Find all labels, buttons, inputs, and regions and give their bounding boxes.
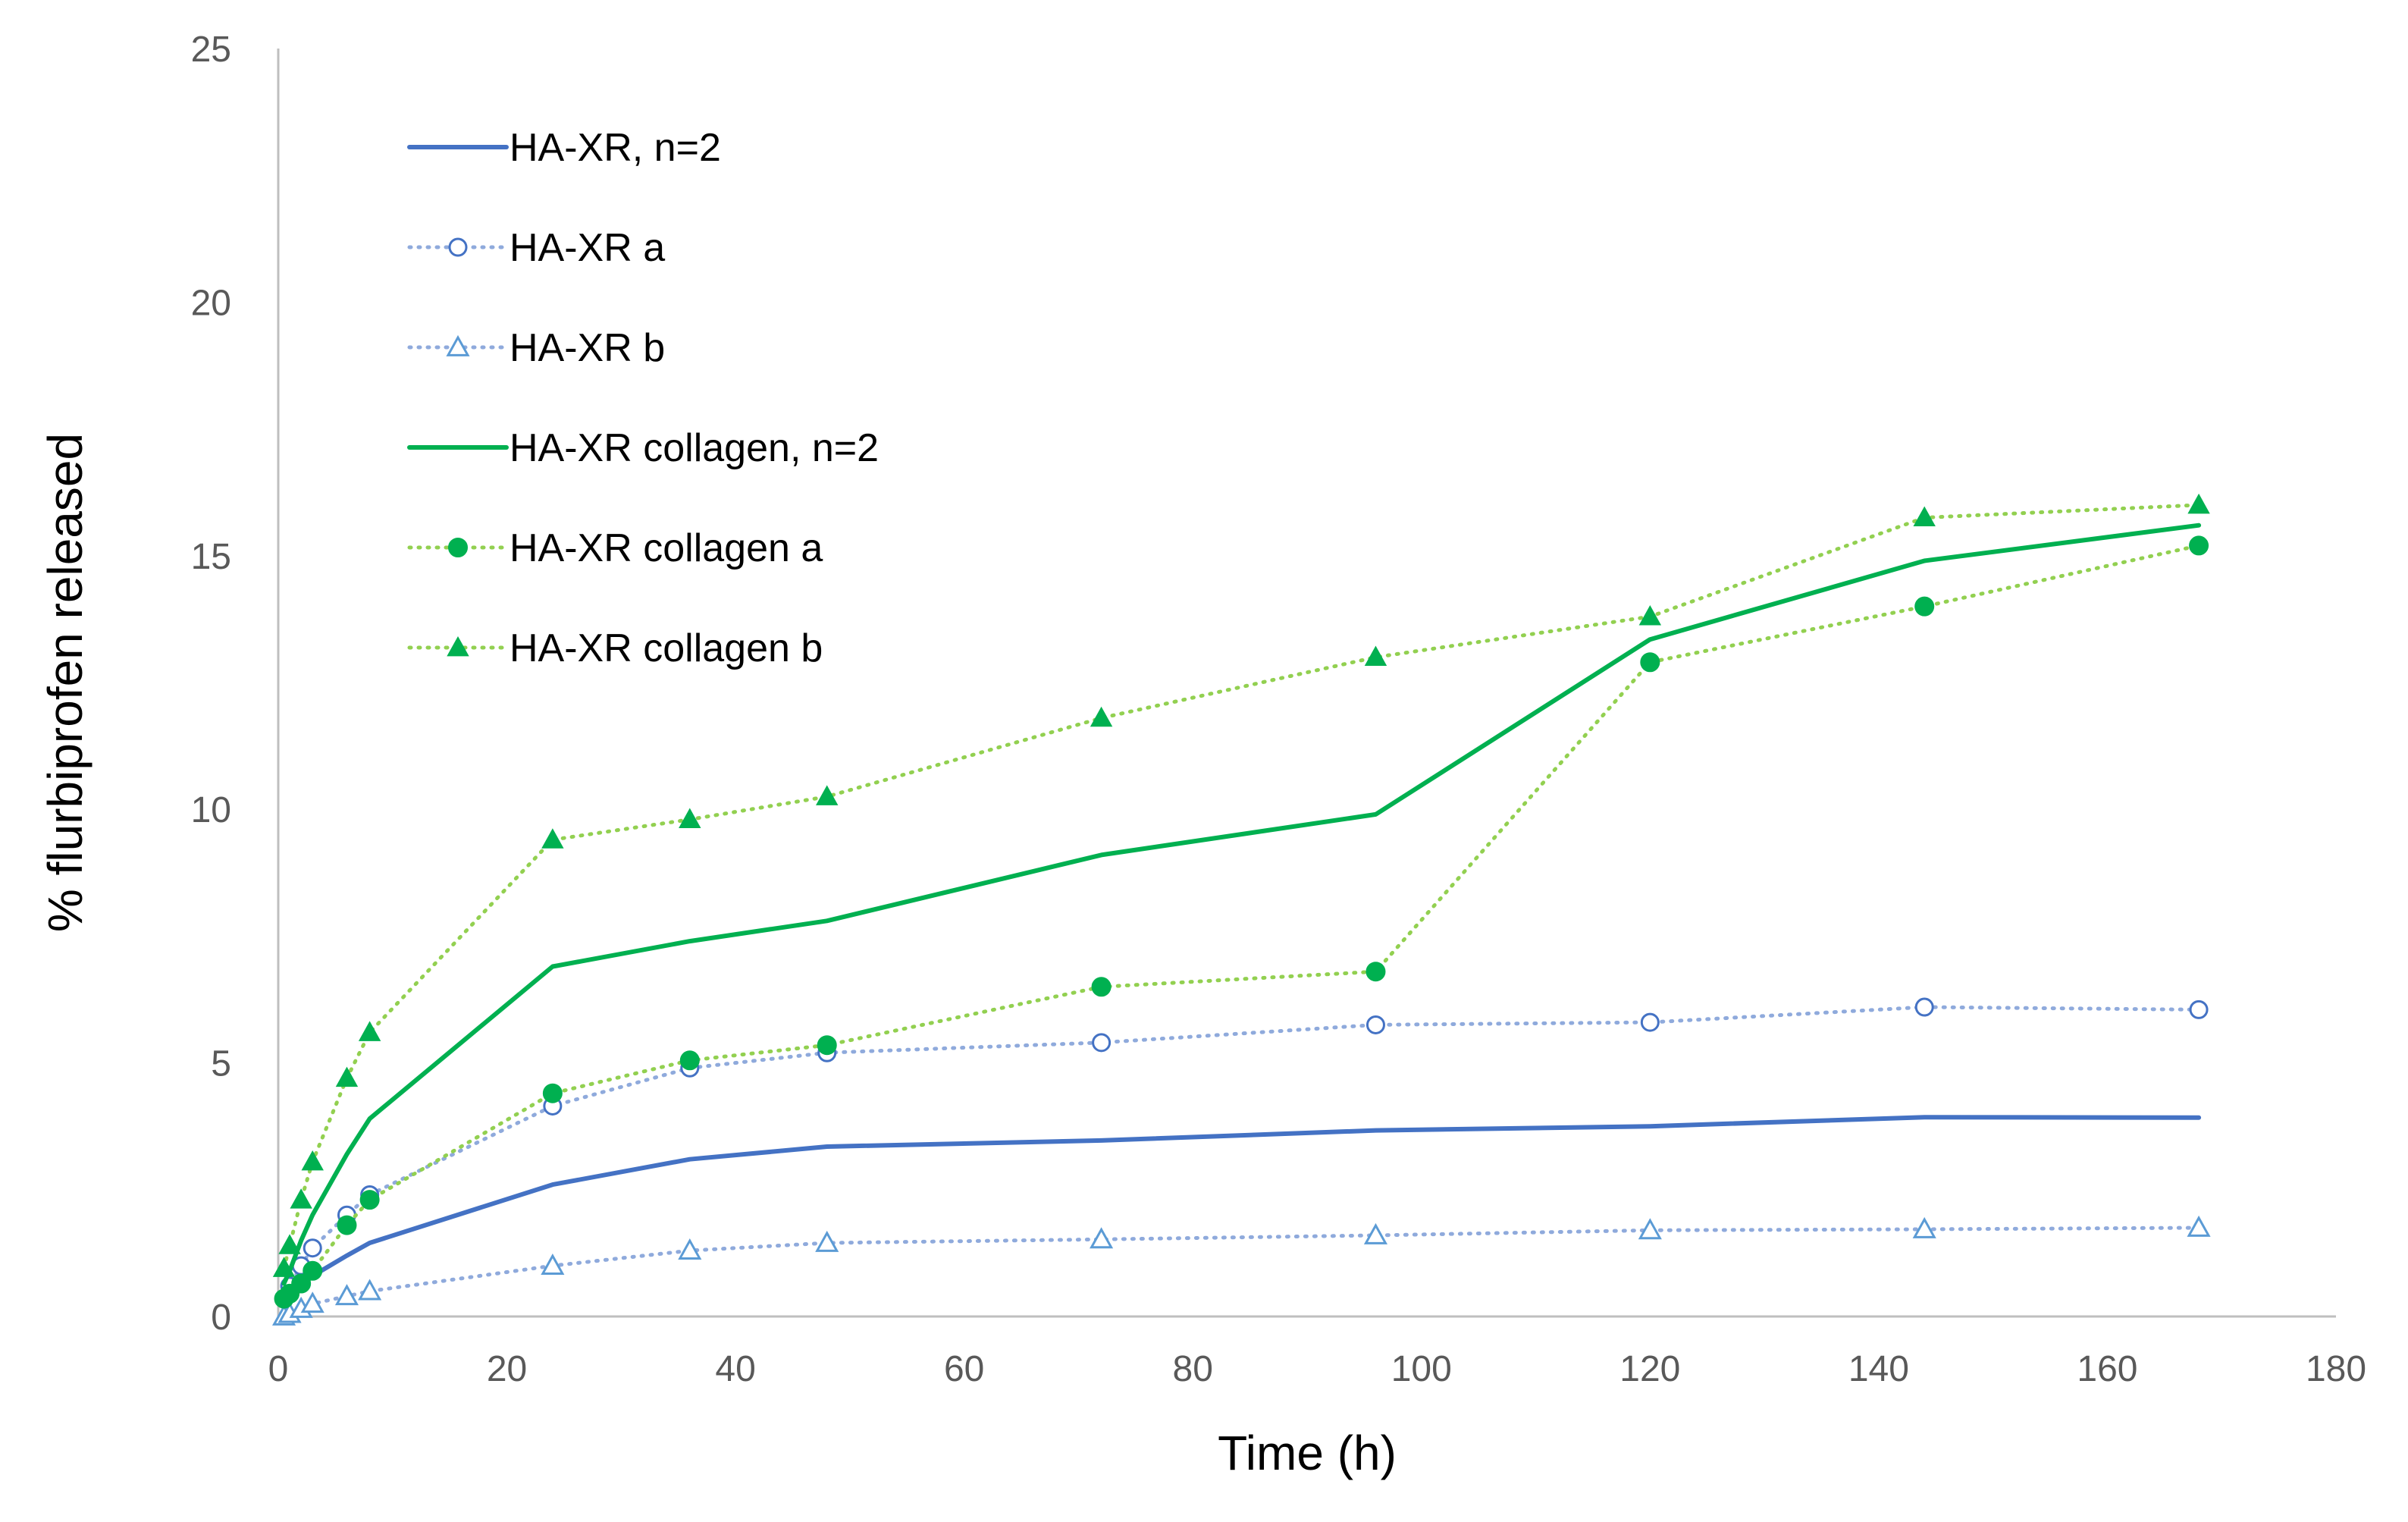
data-point	[2187, 493, 2210, 514]
series-group	[281, 1115, 2202, 1309]
data-point	[2189, 999, 2209, 1019]
x-tick-label: 20	[487, 1349, 527, 1389]
legend-label: HA-XR b	[510, 326, 665, 370]
x-tick-label: 120	[1619, 1349, 1680, 1389]
data-point	[291, 1273, 312, 1294]
y-axis-title: % flurbiprofen released	[38, 433, 92, 932]
legend-label: HA-XR collagen a	[510, 526, 823, 570]
series-line	[282, 503, 2201, 1270]
data-point	[679, 1050, 700, 1071]
legend-marker	[448, 538, 468, 557]
data-point	[278, 1234, 301, 1254]
x-tick-label: 80	[1173, 1349, 1213, 1389]
legend-item: HA-XR collagen a	[407, 526, 823, 570]
data-point	[1640, 652, 1660, 673]
legend-marker	[446, 334, 470, 356]
data-point	[1640, 1012, 1660, 1032]
data-point	[817, 1035, 837, 1056]
data-point	[1091, 977, 1112, 997]
data-point	[542, 1083, 563, 1103]
data-point	[1913, 506, 1936, 527]
data-point	[358, 1021, 381, 1041]
data-point	[303, 1238, 322, 1258]
x-tick-label: 0	[268, 1349, 289, 1389]
data-point	[303, 1260, 323, 1281]
data-point	[1090, 1227, 1114, 1249]
data-point	[290, 1188, 312, 1209]
data-point	[301, 1150, 324, 1171]
data-point	[1914, 596, 1935, 617]
data-point	[358, 1279, 382, 1301]
series-group	[274, 535, 2209, 1309]
data-point	[1914, 997, 1934, 1017]
legend-item: HA-XR collagen, n=2	[407, 426, 879, 470]
x-tick-label: 140	[1848, 1349, 1909, 1389]
data-point	[678, 1238, 702, 1260]
data-point	[1638, 604, 1662, 626]
series-line	[281, 1115, 2202, 1309]
data-point	[1912, 1216, 1936, 1238]
data-point	[300, 1291, 325, 1313]
series-line	[282, 1005, 2201, 1301]
legend-label: HA-XR collagen b	[510, 626, 823, 670]
series-group	[271, 1215, 2211, 1326]
legend-item: HA-XR a	[407, 226, 665, 270]
legend-item: HA-XR b	[407, 326, 665, 370]
series-layer	[271, 493, 2211, 1326]
series-group	[281, 523, 2202, 1286]
y-tick-label: 10	[191, 790, 231, 830]
axes	[277, 49, 2336, 1318]
data-point	[816, 785, 839, 805]
y-tick-label: 20	[191, 283, 231, 323]
legend-marker	[448, 237, 468, 257]
series-group	[272, 493, 2210, 1277]
data-point	[2187, 1215, 2211, 1237]
legend-label: HA-XR a	[510, 226, 665, 270]
data-point	[1363, 1222, 1388, 1244]
data-point	[334, 1284, 359, 1306]
x-axis-title: Time (h)	[1218, 1426, 1397, 1480]
legend-item: HA-XR collagen b	[407, 626, 823, 670]
series-line	[281, 523, 2202, 1286]
x-tick-label: 60	[944, 1349, 984, 1389]
data-point	[272, 1257, 296, 1277]
data-point	[1638, 1218, 1662, 1240]
y-tick-label: 5	[211, 1044, 231, 1084]
x-tick-label: 40	[715, 1349, 755, 1389]
legend-label: HA-XR collagen, n=2	[510, 426, 879, 470]
data-point	[1365, 1015, 1385, 1034]
x-tick-labels: 0 20 40 60 80 100 120 140 160 180	[268, 1349, 2366, 1389]
data-point	[1365, 962, 1386, 982]
data-point	[541, 828, 564, 849]
y-tick-labels: 0 5 10 15 20 25	[191, 30, 231, 1338]
y-tick-label: 15	[191, 537, 231, 577]
y-tick-label: 25	[191, 30, 231, 70]
data-point	[335, 1066, 359, 1087]
data-point	[815, 1230, 839, 1252]
x-tick-label: 180	[2306, 1349, 2366, 1389]
data-point	[337, 1215, 357, 1235]
data-point	[1090, 706, 1113, 727]
data-point	[541, 1254, 565, 1276]
x-tick-label: 100	[1391, 1349, 1452, 1389]
x-tick-label: 160	[2077, 1349, 2137, 1389]
legend: HA-XR, n=2 HA-XR a HA-XR b HA-XR collagen, …	[407, 126, 879, 670]
data-point	[679, 808, 701, 828]
series-group	[274, 997, 2209, 1309]
data-point	[359, 1190, 380, 1210]
legend-marker	[447, 635, 469, 657]
legend-item: HA-XR, n=2	[407, 126, 721, 170]
legend-label: HA-XR, n=2	[510, 126, 721, 170]
y-tick-label: 0	[211, 1298, 231, 1338]
data-point	[2189, 535, 2209, 556]
series-line	[282, 1225, 2201, 1319]
data-point	[1092, 1033, 1112, 1053]
data-point	[1364, 645, 1387, 666]
